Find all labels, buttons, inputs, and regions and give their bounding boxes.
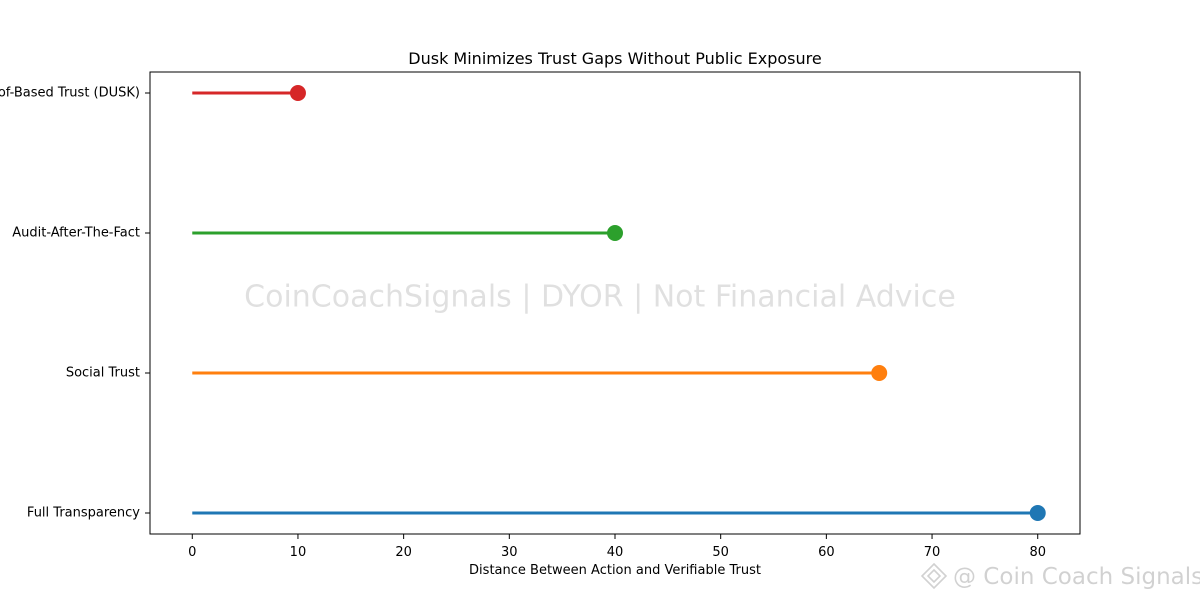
y-tick-label-1: Social Trust <box>66 366 140 381</box>
chart-marks <box>192 85 1046 521</box>
x-tick-label-2: 20 <box>395 545 412 560</box>
x-axis: 0 10 20 30 40 50 60 70 80 <box>188 534 1046 560</box>
x-tick-label-8: 80 <box>1029 545 1046 560</box>
brand-watermark: @ Coin Coach Signals <box>920 562 1200 590</box>
y-tick-label-3: Proof-Based Trust (DUSK) <box>0 86 140 101</box>
diamond-logo-icon <box>920 562 948 590</box>
watermark-text: CoinCoachSignals | DYOR | Not Financial … <box>244 280 956 315</box>
x-tick-label-1: 10 <box>290 545 307 560</box>
chart-title: Dusk Minimizes Trust Gaps Without Public… <box>408 49 821 68</box>
x-tick-label-0: 0 <box>188 545 196 560</box>
point-3 <box>289 85 306 101</box>
brand-text: @ Coin Coach Signals <box>953 564 1200 590</box>
x-tick-label-7: 70 <box>924 545 941 560</box>
x-tick-label-3: 30 <box>501 545 518 560</box>
point-1 <box>871 365 888 381</box>
y-axis: Full Transparency Social Trust Audit-After… <box>0 86 150 521</box>
x-axis-label: Distance Between Action and Verifiable T… <box>469 563 761 578</box>
x-tick-label-5: 50 <box>712 545 729 560</box>
y-tick-label-2: Audit-After-The-Fact <box>12 226 140 241</box>
y-tick-label-0: Full Transparency <box>27 506 140 521</box>
x-tick-label-4: 40 <box>607 545 624 560</box>
x-tick-label-6: 60 <box>818 545 835 560</box>
point-0 <box>1029 505 1046 521</box>
point-2 <box>607 225 623 241</box>
